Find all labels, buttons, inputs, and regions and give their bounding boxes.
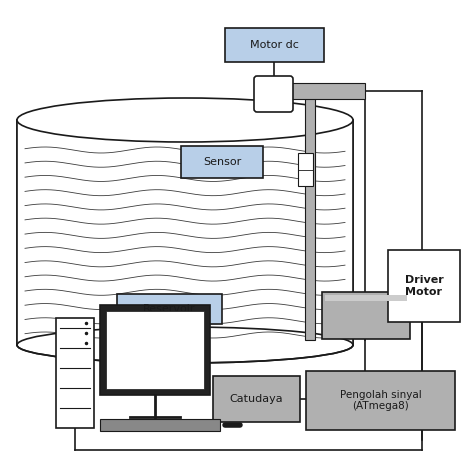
Bar	[106, 311, 204, 389]
FancyBboxPatch shape	[388, 250, 460, 322]
FancyBboxPatch shape	[306, 371, 455, 430]
Bar	[285, 83, 365, 99]
FancyBboxPatch shape	[225, 28, 324, 62]
Text: Motor dc: Motor dc	[250, 40, 299, 50]
Bar	[298, 153, 313, 186]
Text: Reservoir: Reservoir	[143, 304, 196, 314]
FancyBboxPatch shape	[254, 76, 293, 112]
FancyBboxPatch shape	[117, 294, 222, 324]
Bar	[17, 120, 353, 345]
Ellipse shape	[17, 327, 353, 363]
FancyBboxPatch shape	[213, 376, 300, 422]
Text: Catudaya: Catudaya	[230, 394, 283, 404]
FancyBboxPatch shape	[181, 146, 263, 178]
Bar	[56, 318, 94, 428]
Text: Pengolah sinyal
(ATmega8): Pengolah sinyal (ATmega8)	[340, 390, 421, 411]
Text: Sensor: Sensor	[203, 157, 241, 167]
Bar	[100, 305, 210, 395]
Bar	[100, 419, 220, 431]
FancyBboxPatch shape	[322, 292, 410, 339]
Text: Driver
Motor: Driver Motor	[405, 275, 443, 297]
Ellipse shape	[17, 98, 353, 142]
Bar	[305, 88, 315, 340]
Bar	[325, 295, 407, 301]
